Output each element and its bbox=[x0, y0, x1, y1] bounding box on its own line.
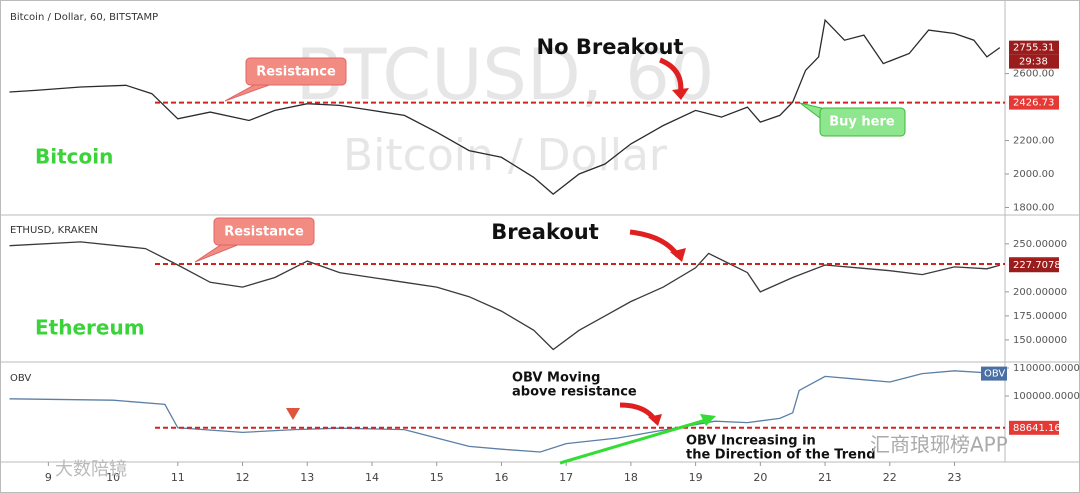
callout-text: Resistance bbox=[256, 65, 336, 80]
asset-label: Bitcoin bbox=[35, 145, 113, 169]
y-tick-label: 250.00000 bbox=[1013, 239, 1067, 250]
watermark: 汇商琅琊榜APP bbox=[870, 433, 1008, 457]
x-tick-label: 20 bbox=[753, 471, 767, 484]
x-tick-label: 19 bbox=[689, 471, 703, 484]
annotation: above resistance bbox=[512, 385, 637, 400]
arrow-head bbox=[700, 414, 716, 426]
resistance-tag-label: 2426.73 bbox=[1013, 98, 1054, 109]
x-tick-label: 16 bbox=[494, 471, 508, 484]
callout: Resistance bbox=[194, 217, 315, 263]
last-price-tag bbox=[1009, 40, 1059, 55]
price-line bbox=[9, 18, 1001, 195]
panel-title: Bitcoin / Dollar, 60, BITSTAMP bbox=[10, 12, 158, 23]
resistance-tag-label: 88641.1619 bbox=[1013, 423, 1073, 434]
price-line bbox=[9, 241, 1000, 351]
x-tick-label: 14 bbox=[365, 471, 379, 484]
y-tick-label: 2000.00 bbox=[1013, 169, 1054, 180]
timer-label: 29:38 bbox=[1019, 57, 1048, 68]
callout-text: Buy here bbox=[829, 115, 895, 130]
y-tick-label: 1800.00 bbox=[1013, 202, 1054, 213]
x-tick-label: 9 bbox=[45, 471, 52, 484]
watermark: Bitcoin / Dollar bbox=[343, 130, 668, 181]
last-price-tag bbox=[1009, 258, 1059, 273]
last-price-label: 227.70783 bbox=[1013, 260, 1067, 271]
x-tick-label: 17 bbox=[559, 471, 573, 484]
panel-title: ETHUSD, KRAKEN bbox=[10, 225, 98, 236]
timer-tag bbox=[1009, 54, 1059, 69]
x-tick-label: 12 bbox=[236, 471, 250, 484]
arrow-head bbox=[672, 88, 689, 100]
y-tick-label: 110000.0000 bbox=[1013, 363, 1080, 374]
y-tick-label: 175.00000 bbox=[1013, 311, 1067, 322]
annotation: OBV Moving bbox=[512, 371, 600, 386]
annotation: No Breakout bbox=[537, 35, 684, 59]
series-tag-label: OBV bbox=[984, 369, 1005, 380]
annotation: Breakout bbox=[491, 220, 599, 244]
x-tick-label: 21 bbox=[818, 471, 832, 484]
marker bbox=[286, 408, 300, 420]
x-tick-label: 11 bbox=[171, 471, 185, 484]
arrow-head bbox=[670, 248, 686, 262]
x-tick-label: 15 bbox=[430, 471, 444, 484]
x-tick-label: 23 bbox=[948, 471, 962, 484]
resistance-tag bbox=[1009, 420, 1059, 435]
y-tick-label: 2200.00 bbox=[1013, 136, 1054, 147]
series-tag bbox=[981, 366, 1007, 381]
asset-label: Ethereum bbox=[35, 316, 145, 340]
callout: Resistance bbox=[224, 57, 347, 102]
last-price-label: 2755.31 bbox=[1013, 43, 1054, 54]
trend-arrow bbox=[559, 418, 707, 465]
callout: Buy here bbox=[799, 102, 906, 137]
annotation: OBV Increasing in bbox=[686, 434, 816, 449]
y-tick-label: 2600.00 bbox=[1013, 69, 1054, 80]
y-tick-label: 200.00000 bbox=[1013, 287, 1067, 298]
x-tick-label: 22 bbox=[883, 471, 897, 484]
x-tick-label: 13 bbox=[300, 471, 314, 484]
panel-title: OBV bbox=[10, 373, 31, 384]
y-tick-label: 100000.0000 bbox=[1013, 391, 1080, 402]
callout-text: Resistance bbox=[224, 225, 304, 240]
y-tick-label: 150.00000 bbox=[1013, 335, 1067, 346]
watermark: 大数陪镜 bbox=[55, 459, 127, 480]
plot: 2600.00 2200.00 2000.00 1800.00 2426.73 2755.… bbox=[9, 18, 1080, 484]
arrow-head bbox=[648, 414, 662, 426]
annotation: the Direction of the Trend bbox=[686, 448, 876, 463]
price-line bbox=[9, 370, 1000, 453]
resistance-tag bbox=[1009, 95, 1059, 110]
x-tick-label: 10 bbox=[106, 471, 120, 484]
x-tick-label: 18 bbox=[624, 471, 638, 484]
